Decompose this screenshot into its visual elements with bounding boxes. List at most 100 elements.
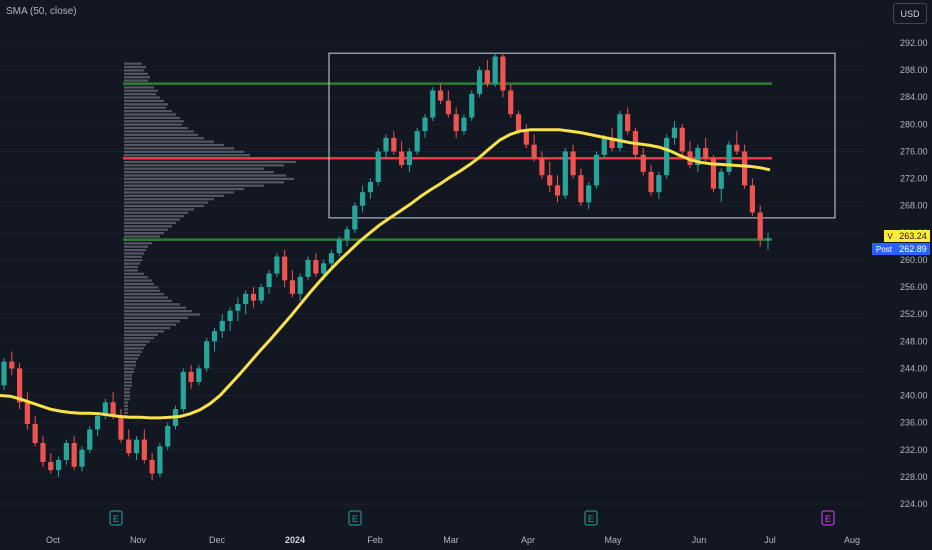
volume-profile-bar	[124, 194, 224, 197]
candle-body	[562, 151, 568, 196]
range-box[interactable]	[328, 52, 836, 219]
candle-body	[266, 273, 272, 288]
currency-button[interactable]: USD	[893, 3, 927, 24]
volume-profile-bar	[124, 133, 198, 136]
candle-body	[274, 256, 280, 274]
candle-body	[406, 151, 412, 166]
candle-body	[321, 263, 327, 274]
candle-body	[180, 371, 186, 410]
y-tick-label: 284.00	[900, 92, 928, 102]
candle-body	[593, 154, 600, 186]
candle-body	[484, 70, 490, 84]
x-tick-label: Apr	[521, 535, 535, 545]
earnings-marker[interactable]	[584, 510, 598, 526]
volume-profile-bar	[124, 103, 168, 106]
volume-profile-bar	[124, 276, 148, 279]
candle-body	[258, 287, 264, 301]
earnings-marker[interactable]	[821, 510, 835, 526]
earnings-marker[interactable]	[109, 510, 123, 526]
volume-profile-bar	[124, 245, 148, 248]
y-tick-label: 236.00	[900, 418, 928, 428]
candle-body	[461, 117, 467, 132]
volume-profile-bar	[124, 72, 148, 75]
sma-line	[0, 128, 771, 420]
volume-profile-bar	[124, 143, 224, 147]
candle-body	[289, 280, 296, 294]
candle-body	[492, 56, 498, 84]
x-tick-label: Jul	[764, 535, 776, 545]
volume-profile-bar	[124, 177, 294, 180]
y-tick-label: 240.00	[900, 391, 928, 401]
volume-profile-bar	[124, 255, 142, 258]
sma-50-line	[0, 128, 771, 420]
volume-profile-bar	[124, 150, 244, 153]
y-tick-label: 256.00	[900, 282, 928, 292]
candle-body	[63, 442, 69, 460]
volume-profile-bar	[124, 211, 188, 214]
candle-body	[305, 259, 311, 277]
x-tick-label: Oct	[46, 535, 61, 545]
price-value-text: 262.89	[899, 244, 927, 254]
time-axis[interactable]: Oct Nov Dec 2024 Feb Mar Apr May Jun Jul Aug	[46, 535, 860, 545]
y-tick-label: 288.00	[900, 65, 928, 75]
candle-body	[24, 402, 30, 425]
candle-body	[40, 442, 46, 462]
volume-profile-bar	[124, 404, 128, 408]
price-tag-name: V	[887, 232, 893, 241]
volume-profile-bar	[124, 126, 188, 130]
price-value-badge	[896, 243, 930, 255]
volume-profile-bar	[124, 191, 234, 194]
candle-body	[664, 137, 670, 176]
earnings-marker-label: E	[588, 514, 594, 524]
candle-body	[671, 127, 678, 138]
candle-body	[282, 256, 288, 281]
volume-profile-bar	[124, 187, 244, 191]
y-tick-label: 260.00	[900, 255, 928, 265]
candle-body	[531, 144, 537, 159]
volume-profile-bar	[124, 391, 130, 394]
candle-body	[640, 154, 646, 172]
earnings-marker[interactable]	[348, 510, 362, 526]
volume-profile-bar	[124, 330, 164, 333]
volume-profile-bar	[124, 215, 184, 218]
volume-profile-bar	[124, 201, 208, 204]
volume-profile-bar	[124, 343, 146, 347]
volume-profile-bar	[124, 354, 140, 357]
candle-body	[133, 439, 140, 454]
volume-profile-bar	[124, 225, 172, 228]
volume-profile-bar	[124, 357, 138, 360]
volume-profile-bar	[124, 181, 284, 184]
candle-body	[188, 371, 194, 382]
indicator-legend[interactable]: SMA (50, close)	[6, 6, 77, 17]
candle-body	[227, 310, 233, 321]
price-tag-badge	[872, 243, 896, 255]
candle-body	[554, 185, 561, 196]
candle-body	[453, 114, 459, 132]
volume-profile-bar	[124, 106, 166, 109]
volume-profile-bar	[124, 398, 130, 401]
y-tick-label: 292.00	[900, 38, 928, 48]
candle-body	[87, 429, 93, 450]
volume-profile-bar	[124, 350, 142, 353]
volume-profile-bar	[124, 313, 200, 316]
volume-profile-bar	[124, 164, 284, 167]
candle-body	[430, 90, 436, 118]
volume-profile-bar	[124, 360, 136, 364]
candle-body	[336, 239, 342, 254]
candle-body	[734, 144, 740, 152]
candle-body	[398, 151, 405, 166]
volume-profile-bar	[124, 65, 146, 69]
candle-body	[469, 93, 475, 118]
candle-body	[765, 238, 771, 240]
volume-profile-bar	[124, 235, 160, 238]
horizontal-levels[interactable]	[123, 82, 772, 241]
volume-profile-bar	[124, 252, 144, 255]
candle-body	[656, 175, 662, 193]
candle-body	[679, 127, 685, 152]
candle-body	[617, 114, 623, 149]
volume-profile-bar	[124, 116, 180, 119]
range-rectangle[interactable]	[328, 52, 836, 219]
volume-profile-bar	[124, 93, 156, 96]
